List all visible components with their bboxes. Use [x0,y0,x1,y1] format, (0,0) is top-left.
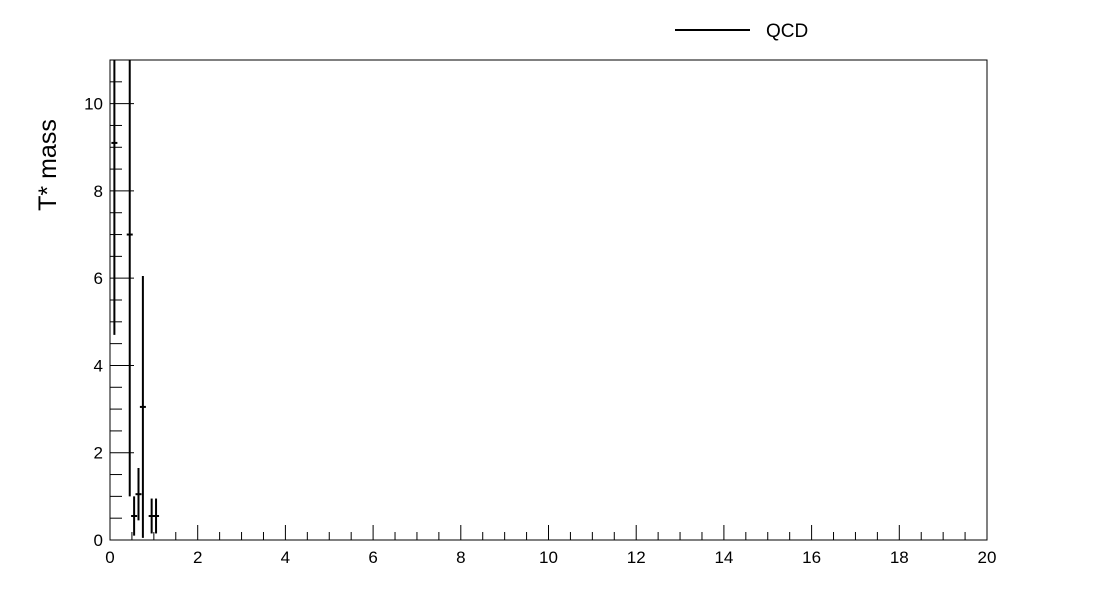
data-point [139,276,146,538]
x-tick-label: 14 [714,548,733,567]
y-axis: 0 2 4 6 8 10 [84,59,134,550]
x-tick-label: 10 [539,548,558,567]
plot-frame [109,59,988,541]
data-point [131,496,138,536]
legend-label-qcd: QCD [766,21,808,42]
x-tick-label: 12 [627,548,646,567]
data-points [111,60,160,538]
x-tick-label: 2 [193,548,202,567]
y-tick-label: 2 [94,444,103,463]
x-tick-label: 4 [281,548,290,567]
x-axis: 0 2 4 6 8 10 12 14 16 18 20 [105,525,996,567]
y-tick-label: 0 [94,531,103,550]
x-tick-label: 8 [456,548,465,567]
x-tick-label: 20 [978,548,997,567]
data-point [126,60,133,497]
y-tick-label: 10 [84,95,103,114]
x-tick-label: 6 [368,548,377,567]
y-tick-label: 6 [94,269,103,288]
y-tick-label: 8 [94,182,103,201]
x-tick-label: 16 [802,548,821,567]
data-point [153,498,160,534]
y-tick-label: 4 [94,356,103,375]
y-axis-title: T* mass [34,119,62,211]
data-point [111,60,118,335]
legend: QCD [675,21,808,42]
x-tick-label: 18 [890,548,909,567]
x-tick-label: 0 [105,548,114,567]
data-point [135,468,142,521]
